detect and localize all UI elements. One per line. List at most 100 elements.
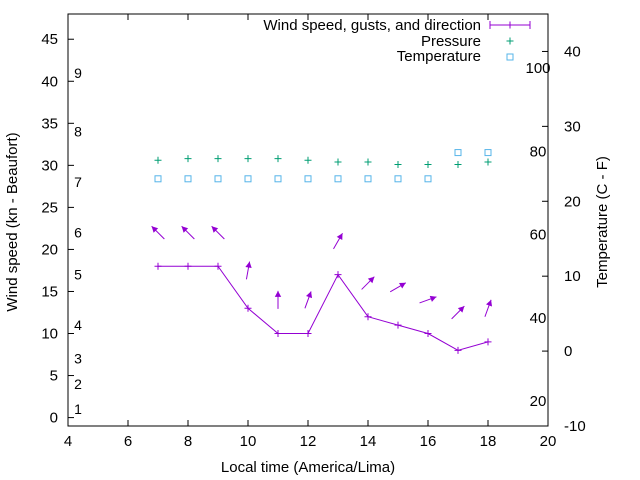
- y-tick-label: 10: [41, 326, 58, 343]
- wind-speed-point: [424, 330, 432, 338]
- legend-sample-temperature: [506, 53, 514, 61]
- temperature-point: [274, 175, 282, 183]
- y-tick-label: 30: [41, 157, 58, 174]
- series-layer: [151, 149, 493, 354]
- wind-direction-arrow: [389, 282, 407, 293]
- x-axis-label: Local time (America/Lima): [221, 459, 395, 476]
- beaufort-tick-label: 3: [74, 351, 82, 367]
- pressure-point: [304, 156, 312, 164]
- wind-direction-arrow: [181, 225, 195, 240]
- fahrenheit-tick-label: 40: [530, 310, 547, 327]
- temperature-point: [244, 175, 252, 183]
- wind-direction-arrow: [451, 305, 465, 320]
- wind-direction-arrow: [484, 299, 493, 317]
- y2-tick-label: 10: [564, 268, 581, 285]
- y-tick-label: 15: [41, 283, 58, 300]
- legend-sample-pressure: [506, 37, 514, 45]
- x-tick-label: 16: [420, 433, 437, 450]
- temperature-point: [394, 175, 402, 183]
- x-tick-label: 8: [184, 433, 192, 450]
- y2-tick-label: 20: [564, 193, 581, 210]
- pressure-point: [244, 155, 252, 163]
- temperature-point: [334, 175, 342, 183]
- x-tick-label: 20: [540, 433, 557, 450]
- legend-label-temperature: Temperature: [397, 48, 481, 65]
- pressure-point: [214, 155, 222, 163]
- temperature-point: [184, 175, 192, 183]
- y-tick-label: 25: [41, 199, 58, 216]
- pressure-point: [454, 161, 462, 169]
- plot-frame-layer: [67, 13, 549, 427]
- wind-speed-point: [484, 338, 492, 346]
- y-tick-label: 0: [50, 410, 58, 427]
- y2-axis-label: Temperature (C - F): [594, 156, 611, 288]
- beaufort-tick-label: 1: [74, 401, 82, 417]
- pressure-point: [274, 155, 282, 163]
- fahrenheit-tick-label: 100: [525, 60, 550, 77]
- x-tick-label: 14: [360, 433, 377, 450]
- y-axis-label: Wind speed (kn - Beaufort): [4, 132, 21, 311]
- wind-direction-arrow: [419, 295, 437, 304]
- y-tick-label: 45: [41, 31, 58, 48]
- beaufort-tick-label: 5: [74, 267, 82, 283]
- temperature-point: [424, 175, 432, 183]
- wind-speed-point: [154, 262, 162, 270]
- legend: Wind speed, gusts, and direction Pressur…: [263, 17, 531, 65]
- y2-tick-label: 40: [564, 43, 581, 60]
- fahrenheit-tick-label: 20: [530, 393, 547, 410]
- y-tick-label: 5: [50, 368, 58, 385]
- wind-direction-arrow: [361, 276, 375, 290]
- fahrenheit-tick-label: 60: [530, 227, 547, 244]
- temperature-point: [214, 175, 222, 183]
- wind-speed-point: [214, 262, 222, 270]
- x-tick-label: 18: [480, 433, 497, 450]
- y2-tick-label: 0: [564, 343, 572, 360]
- wind-speed-point: [364, 313, 372, 321]
- wind-direction-arrow: [245, 261, 252, 280]
- beaufort-tick-label: 7: [74, 174, 82, 190]
- y-tick-label: 40: [41, 73, 58, 90]
- y-tick-label: 35: [41, 115, 58, 132]
- legend-temperature-marker: [506, 53, 514, 61]
- wind-speed-line: [158, 265, 489, 351]
- legend-pressure-marker: [506, 37, 514, 45]
- pressure-point: [364, 158, 372, 166]
- temperature-point: [454, 149, 462, 157]
- beaufort-tick-label: 6: [74, 225, 82, 241]
- pressure-point: [154, 156, 162, 164]
- temperature-point: [364, 175, 372, 183]
- legend-label-pressure: Pressure: [421, 33, 481, 50]
- wind-direction-arrow: [304, 291, 313, 309]
- fahrenheit-tick-label: 80: [530, 143, 547, 160]
- beaufort-tick-label: 9: [74, 65, 82, 81]
- wind-speed-point: [454, 346, 462, 354]
- x-tick-label: 12: [300, 433, 317, 450]
- pressure-point: [184, 155, 192, 163]
- legend-label-wind: Wind speed, gusts, and direction: [263, 17, 481, 34]
- temperature-point: [304, 175, 312, 183]
- beaufort-tick-label: 2: [74, 376, 82, 392]
- wind-direction-arrow: [211, 225, 225, 240]
- beaufort-tick-label: 8: [74, 124, 82, 140]
- y2-tick-label: -10: [564, 418, 586, 435]
- wind-speed-point: [304, 330, 312, 338]
- x-tick-label: 6: [124, 433, 132, 450]
- temperature-point: [154, 175, 162, 183]
- pressure-point: [334, 158, 342, 166]
- y2-tick-label: 30: [564, 118, 581, 135]
- x-tick-label: 4: [64, 433, 72, 450]
- pressure-point: [424, 161, 432, 169]
- wind-speed-point: [244, 304, 252, 312]
- wind-speed-point: [334, 271, 342, 279]
- wind-speed-point: [184, 262, 192, 270]
- wind-direction-arrow: [333, 232, 343, 250]
- x-tick-label: 10: [240, 433, 257, 450]
- temperature-point: [484, 149, 492, 157]
- wind-speed-point: [394, 321, 402, 329]
- pressure-point: [394, 161, 402, 169]
- wind-direction-arrow: [151, 225, 165, 240]
- beaufort-tick-label: 4: [74, 317, 82, 333]
- legend-sample-wind: [489, 21, 531, 29]
- y-tick-label: 20: [41, 241, 58, 258]
